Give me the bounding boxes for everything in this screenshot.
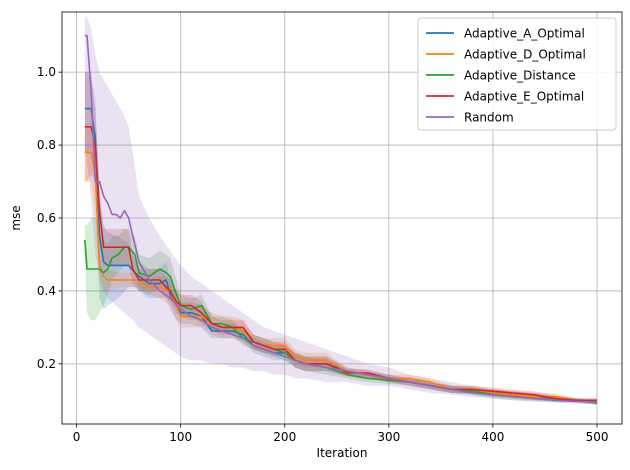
confidence-bands bbox=[84, 17, 597, 405]
y-tick-label: 0.4 bbox=[37, 284, 56, 298]
x-axis-ticks: 0 100 200 300 400 500 bbox=[73, 424, 609, 444]
y-axis-ticks: 0.2 0.4 0.6 0.8 1.0 bbox=[37, 65, 62, 371]
legend-entry-label: Adaptive_Distance bbox=[464, 69, 576, 83]
series-lines bbox=[84, 34, 598, 404]
y-axis-label: mse bbox=[9, 205, 23, 230]
y-tick-label: 1.0 bbox=[37, 65, 56, 79]
x-axis-label: Iteration bbox=[317, 446, 368, 460]
legend: Adaptive_A_Optimal Adaptive_D_Optimal Adap… bbox=[417, 17, 617, 131]
band-2 bbox=[84, 218, 597, 405]
legend-frame bbox=[417, 17, 617, 131]
y-tick-label: 0.2 bbox=[37, 357, 56, 371]
y-tick-label: 0.6 bbox=[37, 211, 56, 225]
x-tick-label: 300 bbox=[377, 430, 400, 444]
band-3 bbox=[84, 72, 597, 403]
line-4 bbox=[84, 34, 598, 403]
y-tick-label: 0.8 bbox=[37, 138, 56, 152]
x-tick-label: 500 bbox=[586, 430, 609, 444]
legend-entry-label: Adaptive_D_Optimal bbox=[464, 48, 586, 62]
x-tick-label: 200 bbox=[273, 430, 296, 444]
band-1 bbox=[84, 123, 597, 403]
x-tick-label: 400 bbox=[481, 430, 504, 444]
legend-entry-label: Adaptive_A_Optimal bbox=[464, 27, 585, 41]
legend-entry-label: Adaptive_E_Optimal bbox=[464, 90, 584, 104]
band-4 bbox=[84, 17, 597, 405]
x-tick-label: 100 bbox=[169, 430, 192, 444]
x-tick-label: 0 bbox=[73, 430, 81, 444]
legend-entry-label: Random bbox=[464, 111, 514, 125]
